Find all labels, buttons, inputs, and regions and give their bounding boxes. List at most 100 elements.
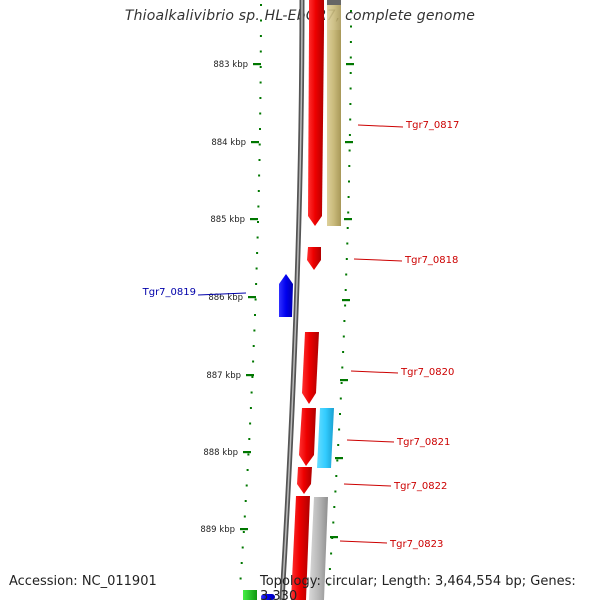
scale-tick <box>246 374 254 377</box>
scale-dot <box>332 521 335 524</box>
gene-leader-line <box>197 292 247 296</box>
scale-tick-minor <box>344 218 352 221</box>
genome-summary-text: Topology: circular; Length: 3,464,554 bp… <box>260 574 576 600</box>
scale-dot <box>239 577 242 580</box>
scale-dot <box>349 103 352 105</box>
accession-text: Accession: NC_011901 <box>9 574 157 589</box>
scale-dot <box>334 490 337 493</box>
scale-tick-minor <box>345 141 353 144</box>
gene-label[interactable]: Tgr7_0823 <box>389 539 443 550</box>
scale-dot <box>257 205 260 208</box>
scale-tick-minor <box>335 457 343 460</box>
scale-dot <box>259 35 262 37</box>
scale-dot <box>327 583 330 586</box>
scale-dot <box>259 128 261 130</box>
scale-dot <box>339 413 341 415</box>
gene-label[interactable]: Tgr7_0821 <box>396 437 450 448</box>
gene-label[interactable]: Tgr7_0817 <box>405 120 459 131</box>
scale-dot <box>346 227 349 229</box>
scale-dot <box>252 360 255 363</box>
gene-label[interactable]: Tgr7_0820 <box>400 367 454 378</box>
scale-dot <box>345 273 348 276</box>
gene-tgr7-0817-arrow-top <box>309 0 324 30</box>
scale-dot <box>249 407 252 409</box>
scale-dot <box>348 165 351 167</box>
scale-dot <box>258 174 261 177</box>
gene-tgr7-0823-arrow <box>291 496 310 600</box>
scale-dot <box>259 97 262 99</box>
gene-leader-line <box>350 370 399 374</box>
scale-tick <box>250 218 258 221</box>
scale-dot <box>347 196 350 198</box>
scale-dot <box>349 118 352 121</box>
scale-dot <box>259 50 262 53</box>
scale-dot <box>335 475 338 477</box>
scale-dot <box>244 500 247 502</box>
scale-dot <box>348 180 350 183</box>
gene-leader-line <box>353 258 403 262</box>
scale-dot <box>246 469 249 471</box>
feature-top-grey <box>327 0 341 5</box>
scale-dot <box>339 397 342 400</box>
scale-dot <box>257 221 259 223</box>
scale-dot <box>338 428 341 431</box>
gene-label[interactable]: Tgr7_0818 <box>404 255 458 266</box>
gene-tgr7-0820-arrow <box>302 332 319 404</box>
scale-dot <box>349 41 352 43</box>
scale-tick-label: 883 kbp <box>213 60 248 70</box>
scale-dot <box>350 25 352 28</box>
scale-dot <box>247 453 250 456</box>
scale-dot <box>242 531 245 533</box>
gene-tgr7-0819-arrow <box>279 274 293 317</box>
gene-tgr7-0821-arrow <box>299 408 316 466</box>
feature-rna-tan-top <box>327 5 341 30</box>
gene-leader-line <box>357 124 404 128</box>
scale-dot <box>343 320 346 322</box>
scale-tick-minor <box>346 63 354 66</box>
scale-dot <box>328 568 331 570</box>
gene-label[interactable]: Tgr7_0822 <box>393 481 447 492</box>
scale-dot <box>250 391 253 394</box>
gene-label[interactable]: Tgr7_0819 <box>142 287 196 298</box>
scale-dot <box>251 376 254 378</box>
scale-dot <box>248 438 251 440</box>
scale-dot <box>258 143 261 146</box>
gene-leader-line <box>346 439 395 443</box>
scale-dot <box>254 314 256 316</box>
scale-dot <box>344 289 347 291</box>
scale-tick-minor <box>330 536 338 539</box>
gene-tgr7-0818-arrow <box>307 247 321 270</box>
scale-dot <box>241 546 244 549</box>
scale-tick-marks <box>240 63 354 539</box>
scale-tick <box>240 528 248 531</box>
scale-tick <box>243 451 251 454</box>
gene-leader-line <box>343 483 392 487</box>
scale-dot <box>345 258 348 260</box>
scale-dot <box>330 552 333 555</box>
scale-dot <box>259 66 262 68</box>
feature-grey-pseudo <box>309 497 328 600</box>
scale-dot <box>256 236 259 239</box>
scale-dot <box>349 87 352 90</box>
feature-cyan <box>317 408 334 468</box>
scale-dot <box>349 56 352 59</box>
scale-tick-label: 886 kbp <box>208 293 243 303</box>
scale-dot <box>350 10 352 12</box>
scale-dot <box>260 4 262 6</box>
scale-dot <box>341 366 344 369</box>
scale-dot <box>249 422 252 425</box>
gene-tgr7-0822-arrow <box>297 467 312 494</box>
scale-dot <box>333 506 336 508</box>
scale-dot <box>252 345 255 347</box>
scale-dot <box>255 283 258 285</box>
scale-tick <box>248 296 256 299</box>
scale-tick-label: 889 kbp <box>200 525 235 535</box>
feature-bottom-green <box>243 590 257 600</box>
scale-dot <box>347 211 350 214</box>
scale-dot <box>260 19 262 22</box>
scale-dot <box>342 335 345 338</box>
scale-dot <box>340 382 343 384</box>
scale-dot <box>349 72 352 74</box>
